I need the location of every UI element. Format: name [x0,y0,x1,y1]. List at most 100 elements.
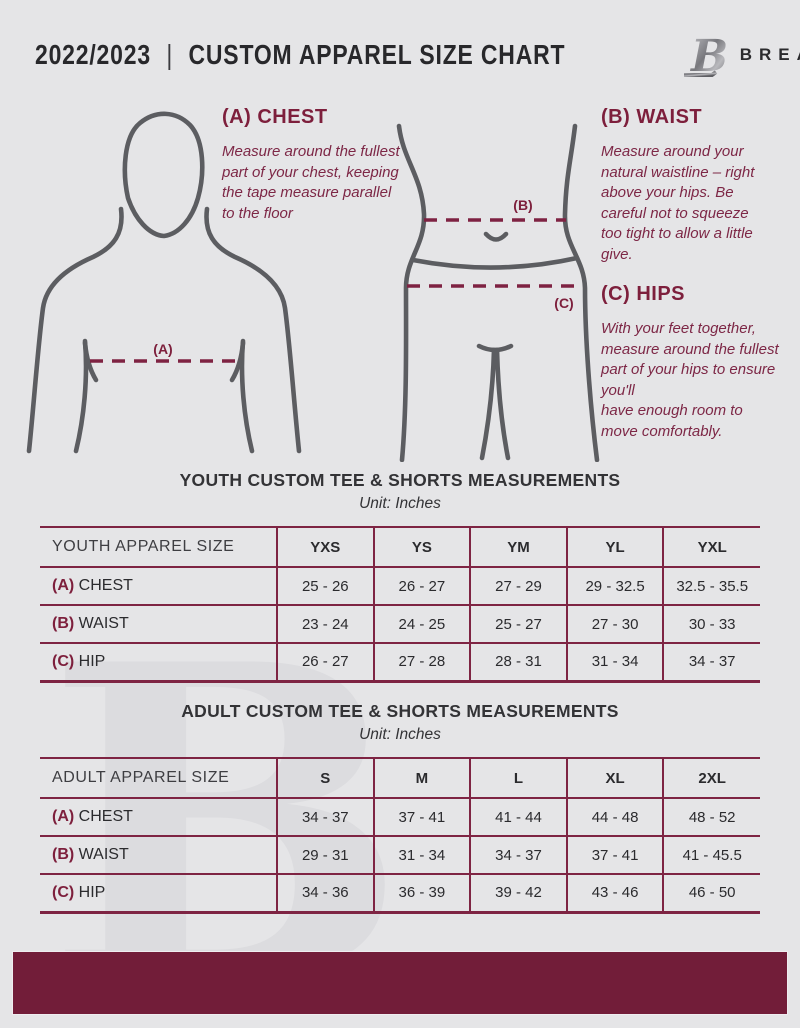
measurement-cell: 31 - 34 [565,643,664,682]
measurement-cell: 39 - 42 [469,874,567,913]
page-title: 2022/2023 | CUSTOM APPAREL SIZE CHART [35,39,565,71]
upper-body-figure: (A) [26,111,302,454]
header: 2022/2023 | CUSTOM APPAREL SIZE CHART B [35,28,800,82]
adult-size-table: ADULT APPAREL SIZE S M L XL 2XL (A) CHES… [40,757,760,914]
youth-chest-row: (A) CHEST 25 - 26 26 - 27 27 - 29 29 - 3… [40,567,760,606]
adult-chest-label: (A) CHEST [40,798,277,837]
row-label: CHEST [78,577,133,594]
adult-table-section: ADULT CUSTOM TEE & SHORTS MEASUREMENTS U… [40,701,760,914]
youth-chest-label: (A) CHEST [40,567,277,606]
youth-hip-label: (C) HIP [40,643,277,682]
measurement-cell: 27 - 29 [469,567,567,606]
measurement-cell: 26 - 27 [372,567,471,606]
title-separator: | [166,39,174,70]
title-year: 2022/2023 [35,39,151,70]
adult-header-row: ADULT APPAREL SIZE S M L XL 2XL [40,758,760,799]
youth-table-subtitle: Unit: Inches [359,495,441,512]
adult-waist-row: (B) WAIST 29 - 31 31 - 34 34 - 37 37 - 4… [40,836,760,875]
hip-measure-label: (C) [554,295,573,311]
adult-col-m: M [372,758,471,799]
youth-table-title: YOUTH CUSTOM TEE & SHORTS MEASUREMENTS [179,470,621,490]
instruction-waist: (B) WAIST Measure around your natural wa… [601,106,771,265]
measurement-cell: 34 - 37 [662,643,760,682]
brand-logo: B BREAKAWAY [682,29,800,81]
lower-body-figure: (B) (C) [396,123,600,462]
row-prefix: (B) [52,846,75,863]
row-label: WAIST [78,615,129,632]
instruction-waist-heading: (B) WAIST [601,106,703,128]
youth-waist-label: (B) WAIST [40,605,277,644]
youth-col-yl: YL [565,527,664,568]
youth-col-yxs: YXS [276,527,374,568]
row-label: HIP [78,883,106,901]
instruction-hips-heading: (C) HIPS [601,283,685,305]
measurement-cell: 46 - 50 [662,874,760,913]
measurement-cell: 34 - 37 [469,836,567,875]
measurement-cell: 48 - 52 [662,798,760,837]
instruction-hips-body: With your feet together, measure around … [601,320,779,440]
instruction-chest: (A) CHEST Measure around the fullest par… [222,106,402,224]
adult-hip-label: (C) HIP [40,874,277,913]
footer-accent-bar [12,951,788,1015]
measurement-cell: 37 - 41 [372,798,471,837]
youth-hip-row: (C) HIP 26 - 27 27 - 28 28 - 31 31 - 34 … [40,643,760,682]
youth-table-section: YOUTH CUSTOM TEE & SHORTS MEASUREMENTS U… [40,470,760,683]
adult-col-xl: XL [565,758,664,799]
brand-name: BREAKAWAY [739,45,800,64]
youth-col-ys: YS [372,527,471,568]
title-main: CUSTOM APPAREL SIZE CHART [188,39,566,70]
measurement-cell: 43 - 46 [565,874,664,913]
measurement-cell: 23 - 24 [276,605,374,644]
measurement-cell: 29 - 32.5 [565,567,664,606]
measurement-cell: 27 - 28 [372,643,471,682]
measurement-cell: 34 - 37 [276,798,374,837]
measurement-cell: 37 - 41 [565,836,664,875]
measurement-cell: 29 - 31 [276,836,374,875]
row-label: WAIST [78,846,129,863]
youth-size-label: YOUTH APPAREL SIZE [40,527,277,568]
adult-waist-label: (B) WAIST [40,836,277,875]
row-prefix: (A) [52,808,75,825]
youth-col-yxl: YXL [662,527,760,568]
measurement-cell: 25 - 27 [469,605,567,644]
adult-col-l: L [469,758,567,799]
adult-table-subtitle: Unit: Inches [359,726,441,743]
row-prefix: (A) [52,577,75,594]
youth-header-row: YOUTH APPAREL SIZE YXS YS YM YL YXL [40,527,760,568]
chest-measure-label: (A) [153,341,172,357]
row-label: HIP [78,652,106,670]
instruction-waist-body: Measure around your natural waistline – … [601,143,755,263]
adult-size-label: ADULT APPAREL SIZE [40,758,277,799]
measurement-cell: 36 - 39 [372,874,471,913]
youth-col-ym: YM [469,527,567,568]
measurement-cell: 30 - 33 [662,605,760,644]
adult-col-s: S [276,758,374,799]
row-prefix: (C) [52,652,75,670]
row-label: CHEST [78,808,133,825]
adult-table-title: ADULT CUSTOM TEE & SHORTS MEASUREMENTS [181,701,619,721]
measurement-cell: 44 - 48 [565,798,664,837]
measurement-cell: 31 - 34 [372,836,471,875]
measurement-cell: 24 - 25 [372,605,471,644]
waist-measure-label: (B) [513,197,532,213]
measurement-cell: 28 - 31 [469,643,567,682]
measurement-cell: 41 - 44 [469,798,567,837]
measurement-cell: 26 - 27 [276,643,374,682]
measurement-cell: 34 - 36 [276,874,374,913]
row-prefix: (B) [52,615,75,632]
adult-col-2xl: 2XL [662,758,760,799]
adult-hip-row: (C) HIP 34 - 36 36 - 39 39 - 42 43 - 46 … [40,874,760,913]
measurement-cell: 25 - 26 [276,567,374,606]
instruction-hips: (C) HIPS With your feet together, measur… [601,283,779,442]
breakaway-monogram-icon: B [683,31,728,81]
row-prefix: (C) [52,883,75,901]
svg-text:B: B [689,31,728,81]
measurement-cell: 41 - 45.5 [662,836,760,875]
youth-size-table: YOUTH APPAREL SIZE YXS YS YM YL YXL (A) … [40,526,760,683]
measurement-cell: 32.5 - 35.5 [662,567,760,606]
youth-waist-row: (B) WAIST 23 - 24 24 - 25 25 - 27 27 - 3… [40,605,760,644]
adult-chest-row: (A) CHEST 34 - 37 37 - 41 41 - 44 44 - 4… [40,798,760,837]
measurement-cell: 27 - 30 [565,605,664,644]
instruction-chest-body: Measure around the fullest part of your … [222,143,400,222]
